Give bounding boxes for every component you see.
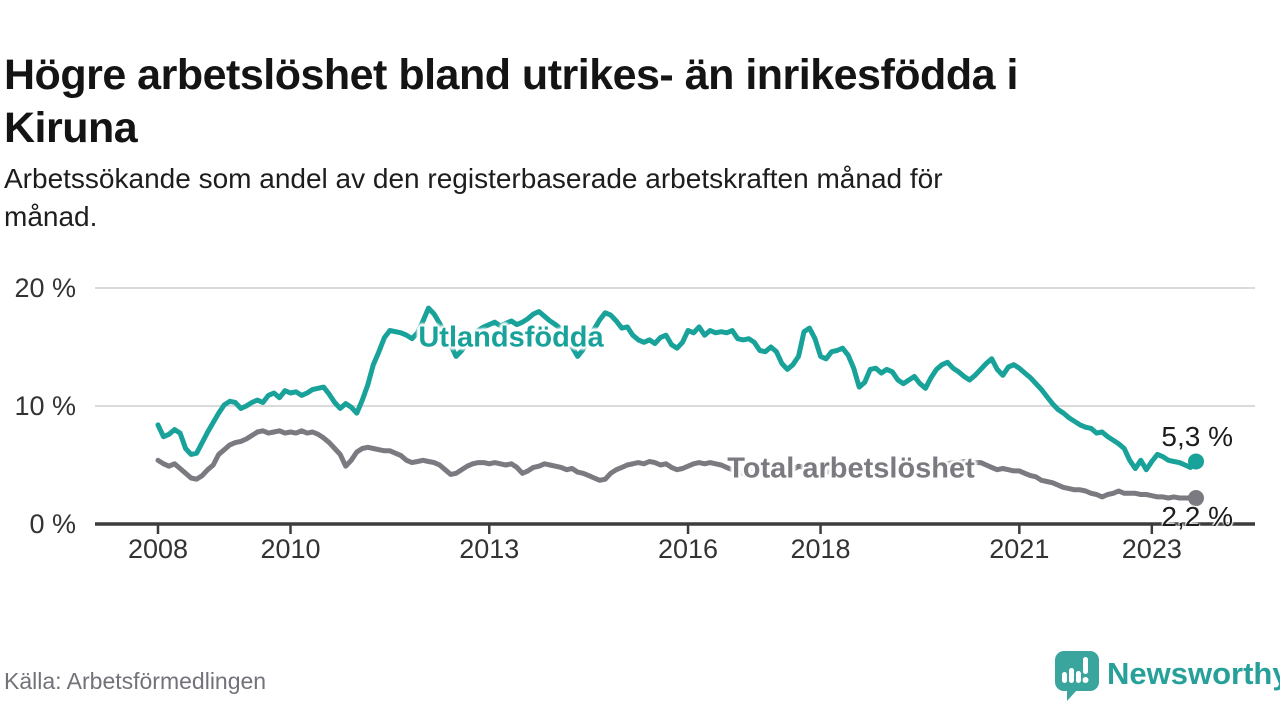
newsworthy-wordmark: Newsworthy bbox=[1107, 656, 1280, 691]
newsworthy-logo: Newsworthy bbox=[1053, 649, 1280, 705]
chart-subtitle-line1: Arbetssökande som andel av den registerb… bbox=[4, 163, 943, 194]
end-value-label-total: 2,2 % bbox=[1161, 501, 1233, 532]
page-title-line1: Högre arbetslöshet bland utrikes- än inr… bbox=[4, 50, 1018, 99]
x-tick-label: 2018 bbox=[790, 534, 851, 564]
page-title-line2: Kiruna bbox=[4, 103, 138, 152]
series-label-total-arbetsloshet: Total arbetslöshet bbox=[727, 452, 975, 485]
end-value-label-utlandsfodda: 5,3 % bbox=[1161, 421, 1233, 452]
x-tick-label: 2010 bbox=[260, 534, 321, 564]
y-tick-label: 10 % bbox=[14, 391, 76, 421]
series-line-total bbox=[155, 428, 1199, 501]
bar-3 bbox=[1076, 671, 1081, 683]
bar-1 bbox=[1062, 672, 1067, 683]
x-tick-label: 2008 bbox=[127, 534, 189, 564]
end-dot-total bbox=[1188, 490, 1204, 507]
newsworthy-logo-icon bbox=[1055, 651, 1099, 701]
x-tick-label: 2016 bbox=[657, 534, 719, 564]
chart-subtitle-line2: månad. bbox=[4, 201, 98, 232]
y-tick-label: 20 % bbox=[14, 273, 76, 303]
exclamation-bar bbox=[1083, 657, 1088, 674]
source-note: Källa: Arbetsförmedlingen bbox=[4, 668, 267, 694]
end-dot-utlandsfodda bbox=[1188, 453, 1204, 470]
x-tick-label: 2023 bbox=[1121, 534, 1182, 564]
y-tick-label: 0 % bbox=[29, 509, 76, 539]
chart-subtitle: Arbetssökande som andel av den registerb… bbox=[4, 160, 1184, 236]
page-title: Högre arbetslöshet bland utrikes- än inr… bbox=[4, 49, 1244, 155]
x-tick-label: 2021 bbox=[989, 534, 1050, 564]
series-label-utlandsfodda: Utlandsfödda bbox=[418, 321, 604, 354]
exclamation-dot bbox=[1082, 677, 1089, 683]
bar-2 bbox=[1069, 668, 1074, 683]
series-line-utlandsfodda bbox=[155, 305, 1199, 473]
x-tick-label: 2013 bbox=[459, 534, 520, 564]
